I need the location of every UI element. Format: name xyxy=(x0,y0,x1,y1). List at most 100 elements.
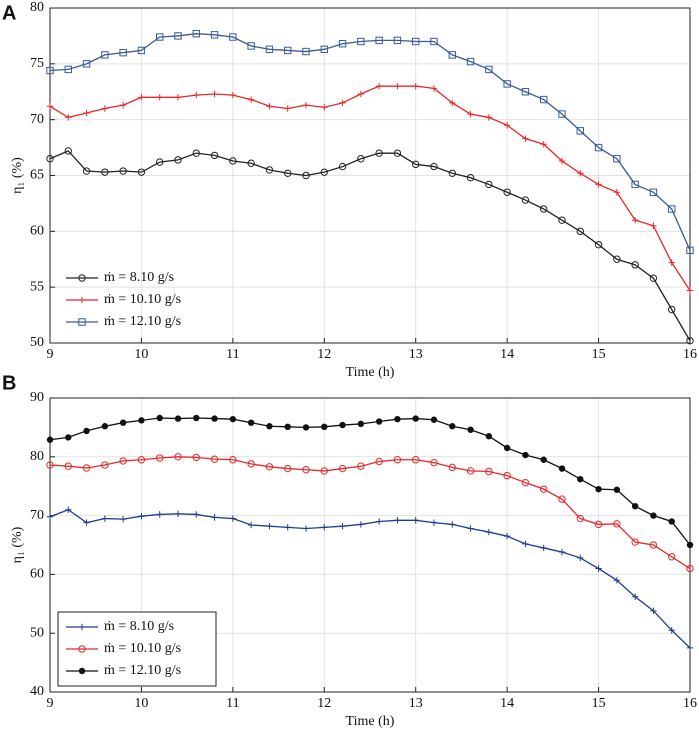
marker xyxy=(448,51,456,59)
marker xyxy=(558,465,566,472)
x-tick-label: 12 xyxy=(317,347,331,362)
marker xyxy=(229,33,237,41)
marker xyxy=(138,94,145,101)
marker xyxy=(302,101,310,109)
marker xyxy=(302,171,310,180)
marker xyxy=(83,519,90,526)
y-tick-label: 50 xyxy=(30,335,44,350)
marker xyxy=(375,457,383,466)
marker xyxy=(466,57,475,66)
marker xyxy=(485,528,493,536)
marker xyxy=(284,524,291,531)
marker xyxy=(558,110,566,118)
marker xyxy=(576,227,584,236)
marker xyxy=(229,415,237,423)
marker xyxy=(193,91,200,99)
marker xyxy=(650,607,657,615)
marker xyxy=(119,457,127,465)
marker xyxy=(668,553,676,561)
marker xyxy=(65,434,72,441)
marker xyxy=(430,162,438,171)
x-axis-label: Time (h) xyxy=(346,714,395,729)
marker xyxy=(393,149,402,157)
marker xyxy=(375,82,383,90)
marker xyxy=(174,94,182,101)
marker xyxy=(357,90,365,98)
x-tick-label: 9 xyxy=(47,696,54,711)
marker xyxy=(284,46,292,55)
series-line xyxy=(49,85,691,291)
marker xyxy=(229,456,237,464)
marker xyxy=(156,94,163,101)
marker xyxy=(540,485,548,493)
marker xyxy=(393,456,402,464)
marker xyxy=(82,464,91,472)
panel-label: B xyxy=(2,372,16,394)
marker xyxy=(46,103,54,110)
marker xyxy=(449,423,456,430)
marker xyxy=(211,415,218,422)
marker xyxy=(540,95,548,104)
legend-marker xyxy=(78,645,86,653)
marker xyxy=(485,433,493,440)
x-tick-label: 11 xyxy=(226,696,239,711)
marker xyxy=(412,37,420,46)
marker xyxy=(101,168,109,176)
marker xyxy=(210,455,219,463)
marker xyxy=(503,444,511,452)
marker xyxy=(64,462,72,470)
marker xyxy=(631,216,639,224)
y-axis-label: η₁ (%) xyxy=(10,526,25,563)
marker xyxy=(466,174,475,182)
marker xyxy=(449,99,456,107)
marker xyxy=(211,90,218,98)
marker xyxy=(210,151,219,160)
legend-label: ṁ = 8.10 g/s xyxy=(104,619,174,634)
marker xyxy=(558,548,566,556)
marker xyxy=(265,463,274,471)
marker xyxy=(247,419,255,426)
legend-marker xyxy=(78,296,86,304)
marker xyxy=(540,141,547,148)
marker xyxy=(64,147,72,155)
x-axis-label: Time (h) xyxy=(346,365,395,380)
marker xyxy=(412,160,420,169)
marker xyxy=(394,82,401,90)
marker xyxy=(686,644,694,652)
marker xyxy=(192,453,200,462)
marker xyxy=(229,515,237,522)
marker xyxy=(247,460,255,468)
marker xyxy=(485,114,493,121)
marker xyxy=(156,511,163,518)
marker xyxy=(101,461,109,469)
marker xyxy=(338,162,347,171)
marker xyxy=(211,514,218,521)
marker xyxy=(321,524,328,531)
y-tick-label: 80 xyxy=(30,0,44,15)
legend-marker xyxy=(78,318,86,326)
marker xyxy=(82,167,91,175)
marker xyxy=(394,415,401,423)
marker xyxy=(594,520,603,529)
y-tick-label: 40 xyxy=(30,684,44,699)
marker xyxy=(247,42,255,50)
marker xyxy=(265,45,274,54)
marker xyxy=(577,475,584,483)
marker xyxy=(613,155,621,163)
x-tick-label: 10 xyxy=(134,696,148,711)
marker xyxy=(229,157,237,165)
y-tick-label: 70 xyxy=(30,112,44,127)
y-tick-label: 80 xyxy=(30,449,44,464)
marker xyxy=(649,541,658,549)
y-tick-label: 55 xyxy=(30,279,44,294)
marker xyxy=(46,436,54,443)
marker xyxy=(302,466,310,474)
marker xyxy=(522,540,529,548)
marker xyxy=(119,48,127,57)
plot-frame xyxy=(49,7,691,344)
marker xyxy=(540,205,548,213)
marker xyxy=(138,417,145,424)
marker xyxy=(613,486,621,493)
marker xyxy=(83,427,90,435)
x-tick-label: 11 xyxy=(226,347,239,362)
